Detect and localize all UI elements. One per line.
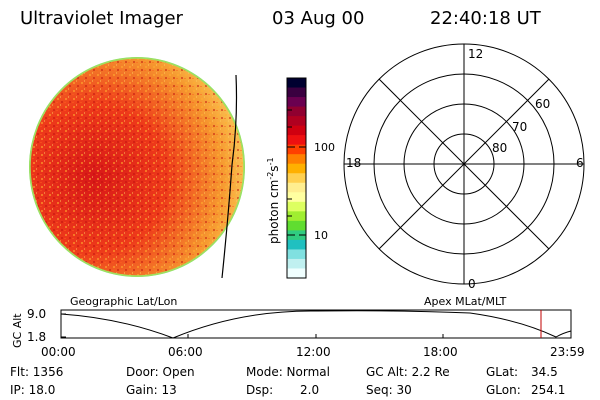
mlt-label-6: 6	[576, 156, 584, 170]
colorbar-swatch	[287, 154, 306, 165]
altitude-xtick-2359: 23:59	[550, 345, 585, 359]
colorbar-frame	[286, 77, 307, 279]
altitude-ytick-9: 9.0	[27, 307, 47, 321]
altitude-xtick-1800: 18:00	[423, 345, 458, 359]
colorbar-swatch	[287, 173, 306, 184]
colorbar-swatch	[287, 268, 306, 279]
colorbar-swatch	[287, 87, 306, 98]
info-glon: GLon:	[486, 383, 521, 397]
colorbar-swatch	[287, 230, 306, 241]
colorbar-swatch	[287, 182, 306, 193]
colorbar-swatch	[287, 125, 306, 136]
info-glat: GLat:	[486, 365, 519, 379]
colorbar-swatch	[287, 239, 306, 251]
altitude-xtick-0600: 06:00	[168, 345, 203, 359]
lat-label-60: 60	[535, 97, 551, 111]
info-seq: Seq: 30	[366, 383, 412, 397]
info-flt: Flt: 1356	[10, 365, 64, 379]
colorbar-swatch	[287, 249, 306, 260]
info-gcalt: GC Alt: 2.2 Re	[366, 365, 450, 379]
info-mode: Mode: Normal	[246, 365, 330, 379]
altitude-plot	[60, 309, 572, 339]
colorbar-swatch	[287, 258, 306, 270]
colorbar-swatch	[287, 201, 306, 212]
polar-dial	[343, 43, 585, 285]
altitude-xtick-0000: 00:00	[41, 345, 76, 359]
colorbar-swatch	[287, 211, 306, 222]
colorbar-swatch	[287, 106, 306, 117]
colorbar-swatch	[287, 220, 306, 231]
geographic-label: Geographic Lat/Lon	[70, 295, 178, 308]
info-ip: IP: 18.0	[10, 383, 56, 397]
info-dsp: Dsp:	[246, 383, 274, 397]
uv-earth-image	[29, 57, 245, 279]
header-title: Ultraviolet Imager	[20, 8, 183, 29]
mlt-label-18: 18	[346, 156, 362, 170]
info-glon-value: 254.1	[531, 383, 566, 397]
colorbar-swatch	[287, 135, 306, 146]
info-door: Door: Open	[126, 365, 195, 379]
colorbar-swatch	[287, 163, 306, 174]
colorbar-unit-label: photon cm-2s-1	[266, 157, 281, 244]
header-time: 22:40:18 UT	[430, 8, 541, 29]
altitude-xtick-1200: 12:00	[296, 345, 331, 359]
colorbar-swatch	[287, 144, 306, 155]
colorbar-swatch	[287, 192, 306, 203]
colorbar	[286, 77, 307, 279]
info-gain: Gain: 13	[126, 383, 177, 397]
colorbar-tick-100: 100	[314, 141, 335, 154]
mlt-label-0: 0	[468, 277, 476, 291]
colorbar-swatch	[287, 78, 306, 89]
info-dsp-value: 2.0	[300, 383, 320, 397]
mlt-label-12: 12	[468, 47, 484, 61]
info-glat-value: 34.5	[531, 365, 558, 379]
colorbar-tick-10: 10	[314, 229, 328, 242]
header-date: 03 Aug 00	[272, 8, 365, 29]
altitude-ylabel: GC Alt	[11, 313, 24, 348]
lat-label-70: 70	[512, 120, 528, 134]
lat-label-80: 80	[492, 141, 508, 155]
colorbar-swatch	[287, 116, 306, 127]
altitude-ytick-1-8: 1.8	[27, 330, 47, 344]
apex-label: Apex MLat/MLT	[424, 295, 507, 308]
colorbar-ticks	[287, 109, 306, 236]
colorbar-swatch	[287, 97, 306, 108]
